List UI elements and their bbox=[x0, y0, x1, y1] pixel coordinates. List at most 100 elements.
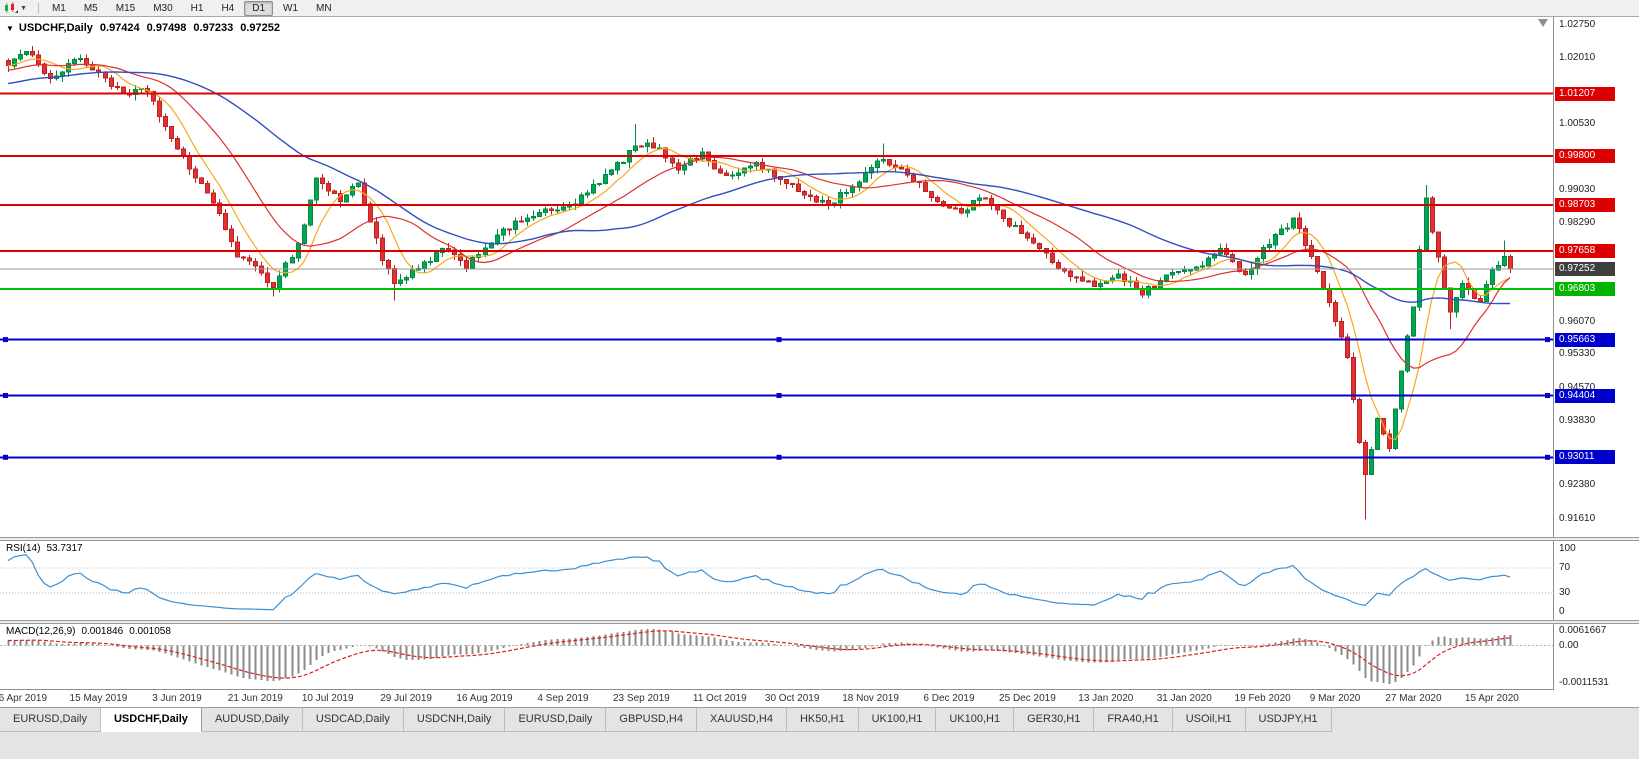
price-axis[interactable]: 1.02750 1.02010 1.00530 0.99030 0.98290 0.960… bbox=[1553, 17, 1639, 690]
rsi-label: RSI(14) 53.7317 bbox=[6, 543, 89, 554]
rsi-current-value: 53.7317 bbox=[46, 543, 83, 554]
current-price-badge: 0.97252 bbox=[1555, 262, 1615, 277]
line-handle[interactable] bbox=[1545, 393, 1550, 398]
chart-tab-usdcnh-daily[interactable]: USDCNH,Daily bbox=[403, 708, 506, 732]
chart-tab-usdjpy-h1[interactable]: USDJPY,H1 bbox=[1245, 708, 1332, 732]
ma-slow-line[interactable] bbox=[7, 71, 1510, 305]
macd-label: MACD(12,26,9) 0.001846 0.001058 bbox=[6, 626, 177, 637]
chart-shift-marker[interactable] bbox=[1538, 19, 1548, 27]
chart-tab-uk100-h1[interactable]: UK100,H1 bbox=[936, 708, 1015, 732]
timeframe-button-h4[interactable]: H4 bbox=[221, 2, 235, 14]
line-handle[interactable] bbox=[3, 337, 8, 343]
up-wicks bbox=[14, 49, 1505, 475]
timeframe-button-m30[interactable]: M30 bbox=[153, 2, 173, 14]
down-candles bbox=[6, 51, 1513, 475]
chart-tab-uk100-h1[interactable]: UK100,H1 bbox=[858, 708, 937, 732]
timeframe-button-h1[interactable]: H1 bbox=[190, 2, 204, 14]
chart-tab-gbpusd-h4[interactable]: GBPUSD,H4 bbox=[606, 708, 697, 732]
rsi-plot bbox=[0, 554, 1553, 611]
date-label: 25 Dec 2019 bbox=[999, 693, 1056, 704]
up-candles bbox=[12, 51, 1507, 475]
line-handle[interactable] bbox=[776, 393, 782, 398]
panel-divider-rsi[interactable] bbox=[0, 537, 1639, 541]
line-handle[interactable] bbox=[776, 454, 782, 460]
ma-mid-line[interactable] bbox=[7, 63, 1511, 369]
price-tick: 0.98290 bbox=[1559, 217, 1596, 229]
chart-tab-hk50-h1[interactable]: HK50,H1 bbox=[786, 708, 859, 732]
macd-name: MACD(12,26,9) bbox=[6, 626, 76, 637]
date-label: 29 Jul 2019 bbox=[380, 693, 432, 704]
main-chart-panel[interactable]: ▼ USDCHF,Daily 0.97424 0.97498 0.97233 0.9725… bbox=[0, 17, 1553, 537]
macd-scale-tick: 0.00 bbox=[1559, 639, 1579, 651]
chart-tab-xauusd-h4[interactable]: XAUUSD,H4 bbox=[696, 708, 787, 732]
price-tick: 0.91610 bbox=[1559, 513, 1596, 525]
date-label: 19 Feb 2020 bbox=[1234, 693, 1291, 704]
price-tick: 0.92380 bbox=[1559, 479, 1596, 491]
candlestick-chart[interactable] bbox=[0, 17, 1553, 537]
chart-tab-ger30-h1[interactable]: GER30,H1 bbox=[1014, 708, 1095, 732]
target-price-badge: 0.93011 bbox=[1555, 450, 1615, 465]
resistance-price-badge: 0.99800 bbox=[1555, 149, 1615, 164]
timeframe-button-w1[interactable]: W1 bbox=[283, 2, 299, 14]
resistance-price-badge: 0.97658 bbox=[1555, 244, 1615, 259]
line-handle[interactable] bbox=[3, 454, 8, 460]
line-handle[interactable] bbox=[1545, 337, 1550, 343]
date-label: 30 Oct 2019 bbox=[764, 693, 820, 704]
date-label: 23 Sep 2019 bbox=[613, 693, 670, 704]
date-label: 16 Aug 2019 bbox=[456, 693, 513, 704]
chart-tabbar: EURUSD,Daily USDCHF,Daily AUDUSD,Daily USDC… bbox=[0, 707, 1639, 759]
resistance-price-badge: 1.01207 bbox=[1555, 86, 1615, 101]
line-handle[interactable] bbox=[1545, 454, 1550, 460]
timeframe-button-mn[interactable]: MN bbox=[316, 2, 332, 14]
rsi-line[interactable] bbox=[7, 554, 1511, 611]
line-handle[interactable] bbox=[776, 337, 782, 343]
down-wicks bbox=[8, 46, 1511, 520]
chart-type-icon[interactable] bbox=[4, 2, 18, 14]
panel-divider-macd[interactable] bbox=[0, 620, 1639, 624]
price-tick: 0.99030 bbox=[1559, 184, 1596, 196]
date-label: 21 Jun 2019 bbox=[227, 693, 283, 704]
chart-type-icon-glyph bbox=[5, 2, 18, 13]
date-label: 15 Apr 2020 bbox=[1464, 693, 1519, 704]
chart-tab-usdchf-daily[interactable]: USDCHF,Daily bbox=[100, 708, 202, 732]
resistance-price-badge: 0.98703 bbox=[1555, 197, 1615, 212]
timeframe-toolbar: ▼ M1 M5 M15 M30 H1 H4 D1 W1 MN bbox=[0, 0, 1639, 17]
price-tick: 1.02010 bbox=[1559, 52, 1596, 64]
macd-indicator-panel[interactable]: MACD(12,26,9) 0.001846 0.001058 bbox=[0, 624, 1553, 689]
timeframe-button-m5[interactable]: M5 bbox=[83, 2, 98, 14]
date-label: 13 Jan 2020 bbox=[1078, 693, 1134, 704]
macd-scale-tick: 0.0061667 bbox=[1559, 625, 1607, 636]
chart-tab-eurusd-daily[interactable]: EURUSD,Daily bbox=[505, 708, 607, 732]
symbol-period-label: USDCHF,Daily bbox=[18, 22, 93, 34]
rsi-name: RSI(14) bbox=[6, 543, 41, 554]
collapse-triangle-icon[interactable]: ▼ bbox=[6, 24, 14, 33]
timeframe-button-m1[interactable]: M1 bbox=[51, 2, 66, 14]
chart-tab-usoil-h1[interactable]: USOil,H1 bbox=[1172, 708, 1246, 732]
chart-tab-fra40-h1[interactable]: FRA40,H1 bbox=[1094, 708, 1173, 732]
rsi-indicator-panel[interactable]: RSI(14) 53.7317 bbox=[0, 541, 1553, 620]
macd-main-value: 0.001846 bbox=[81, 626, 124, 637]
date-axis[interactable]: 26 Apr 2019 15 May 2019 3 Jun 2019 21 Jun 2… bbox=[0, 689, 1639, 707]
close-value: 0.97252 bbox=[240, 22, 280, 34]
timeframe-button-d1[interactable]: D1 bbox=[244, 0, 274, 16]
toolbar-dropdown-caret-icon[interactable]: ▼ bbox=[20, 4, 27, 12]
high-value: 0.97498 bbox=[146, 22, 187, 34]
date-label: 10 Jul 2019 bbox=[301, 693, 354, 704]
open-value: 0.97424 bbox=[99, 22, 140, 34]
macd-histogram bbox=[7, 629, 1512, 684]
line-handle[interactable] bbox=[3, 393, 8, 398]
chart-tab-eurusd-daily[interactable]: EURUSD,Daily bbox=[0, 708, 101, 732]
date-label: 9 Mar 2020 bbox=[1309, 693, 1361, 704]
date-label: 6 Dec 2019 bbox=[923, 693, 975, 704]
price-tick: 1.02750 bbox=[1559, 19, 1596, 31]
macd-plot bbox=[0, 629, 1553, 684]
support-price-badge: 0.96803 bbox=[1555, 282, 1615, 297]
timeframe-button-m15[interactable]: M15 bbox=[115, 2, 136, 14]
date-label: 18 Nov 2019 bbox=[842, 693, 899, 704]
low-value: 0.97233 bbox=[193, 22, 234, 34]
ma-fast-line[interactable] bbox=[7, 58, 1511, 441]
chart-tab-usdcad-daily[interactable]: USDCAD,Daily bbox=[302, 708, 404, 732]
chart-tab-audusd-daily[interactable]: AUDUSD,Daily bbox=[201, 708, 303, 732]
macd-scale-tick: -0.0011531 bbox=[1559, 677, 1609, 688]
macd-signal-line[interactable] bbox=[8, 630, 1511, 679]
